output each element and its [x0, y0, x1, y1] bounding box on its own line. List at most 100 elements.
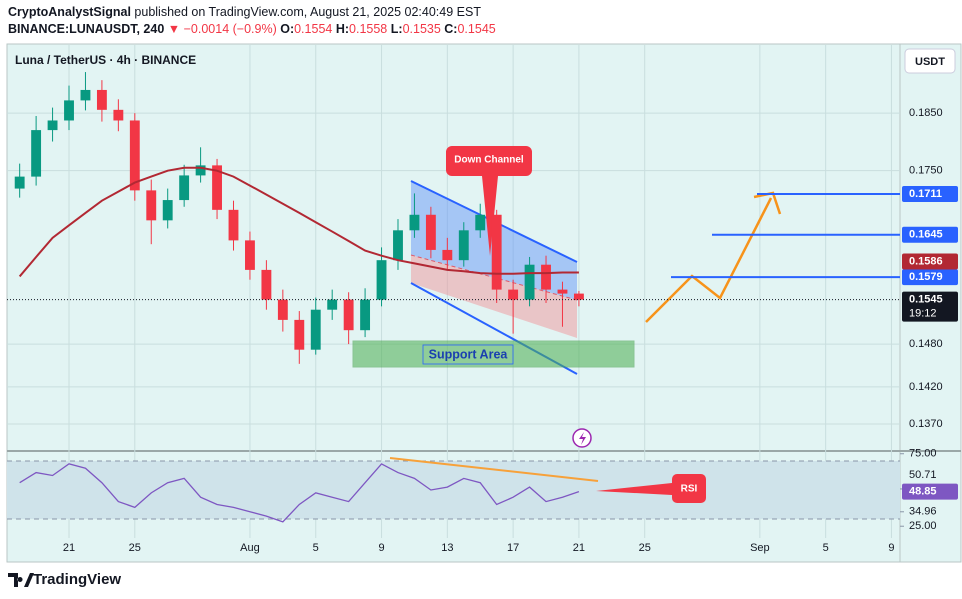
rsi-value-label: 48.85 [909, 486, 937, 498]
candle-body [96, 89, 107, 110]
candle-body [409, 214, 420, 231]
candle-body [557, 289, 568, 294]
candle-body [64, 100, 74, 121]
published: published on TradingView.com, August 21,… [134, 5, 481, 19]
candle-body [14, 176, 25, 189]
x-tick-label: 5 [313, 542, 319, 554]
x-tick-label: 5 [823, 542, 829, 554]
h: 0.1558 [349, 22, 388, 36]
support-label-box [422, 344, 514, 365]
logo-mark [8, 573, 34, 587]
l: 0.1535 [402, 22, 441, 36]
event-icon-bolt [579, 432, 586, 445]
o: 0.1554 [294, 22, 333, 36]
rsi-callout [596, 474, 706, 503]
candle-body [442, 249, 453, 261]
rsi-tick-label: 75.00 [909, 448, 937, 460]
candle-body [360, 299, 371, 331]
candle-body [294, 319, 305, 350]
y-tick-label: 0.1370 [909, 418, 943, 430]
header-line-2: BINANCE:LUNAUSDT, 240 ▼ −0.0014 (−0.9%) … [8, 21, 496, 38]
candle-body [113, 109, 124, 121]
level-tag [902, 269, 958, 286]
candle-body [162, 200, 173, 221]
x-tick-label: 21 [573, 542, 585, 554]
candle-body [524, 264, 535, 300]
level-tag [902, 186, 958, 203]
rsi-band [7, 460, 900, 519]
x-tick-label: Sep [750, 542, 770, 554]
candle-body [393, 230, 403, 261]
candle-body [80, 89, 91, 101]
header-line-1: CryptoAnalystSignal published on Trading… [8, 4, 496, 21]
x-tick-label: 25 [639, 542, 651, 554]
y-tick-label: 0.1420 [909, 381, 943, 393]
y-tick-label: 0.1480 [909, 338, 943, 350]
candle-body [261, 269, 272, 300]
l-label: L: [390, 22, 403, 36]
candle-body [475, 214, 486, 231]
y-tick-label: 0.1850 [909, 107, 943, 119]
x-tick-label: 9 [378, 542, 384, 554]
candle-body [212, 165, 222, 210]
level-tag [902, 226, 958, 243]
support-label: Support Area [429, 347, 509, 361]
candle-body [541, 264, 551, 290]
candle-body [491, 214, 502, 290]
candle-body [129, 120, 140, 191]
candle-body [195, 165, 206, 176]
currency-label[interactable]: USDT [915, 56, 945, 68]
chart-title: Luna / TetherUS · 4h · BINANCE [15, 53, 196, 67]
down-channel-label: Down Channel [454, 155, 524, 166]
projection-arrowhead [753, 191, 782, 215]
price-tag [902, 291, 958, 322]
candle-body [47, 120, 58, 131]
header: CryptoAnalystSignal published on Trading… [8, 4, 496, 38]
candle-body [179, 175, 190, 201]
candle-body [573, 293, 584, 300]
candle-body [146, 190, 157, 221]
candle-body [277, 299, 288, 320]
candle-body [31, 130, 42, 177]
rsi-marker-label: 50.71 [909, 469, 937, 481]
candle-body [343, 299, 354, 331]
candle-body [425, 214, 436, 250]
change: ▼ −0.0014 (−0.9%) [167, 22, 277, 36]
moving-average [18, 166, 579, 278]
countdown: 19:12 [909, 308, 937, 320]
x-tick-label: 13 [441, 542, 453, 554]
rsi-label: RSI [681, 484, 698, 495]
candle-body [458, 230, 469, 261]
down-channel-callout [446, 146, 532, 256]
level-label: 0.1711 [909, 188, 942, 200]
x-tick-label: Aug [240, 542, 260, 554]
rsi-trendline [389, 457, 599, 482]
currency-button[interactable] [904, 48, 956, 74]
rsi-line [19, 463, 580, 523]
candle-body [245, 240, 255, 270]
x-tick-label: 17 [507, 542, 519, 554]
rsi-tick-label: 25.00 [909, 520, 937, 532]
level-label: 0.1645 [909, 229, 943, 241]
level-label: 0.1579 [909, 271, 943, 283]
candle-body [310, 309, 321, 350]
h-label: H: [335, 22, 350, 36]
ma-tag [902, 253, 958, 270]
x-tick-label: 25 [129, 542, 141, 554]
footer-logo: TradingView [8, 571, 121, 588]
rsi-tag [902, 483, 958, 500]
candle-body [327, 299, 338, 310]
c-label: C: [444, 22, 458, 36]
ma-label: 0.1586 [909, 255, 943, 267]
footer-text: TradingView [33, 571, 121, 588]
x-tick-label: 21 [63, 542, 75, 554]
channel-lower-fill [411, 255, 577, 338]
candle-body [508, 289, 519, 300]
candle-body [228, 209, 239, 241]
price-label: 0.1545 [909, 294, 943, 306]
o-label: O: [280, 22, 295, 36]
candle-body [376, 260, 387, 300]
projection-arrow [645, 197, 773, 323]
